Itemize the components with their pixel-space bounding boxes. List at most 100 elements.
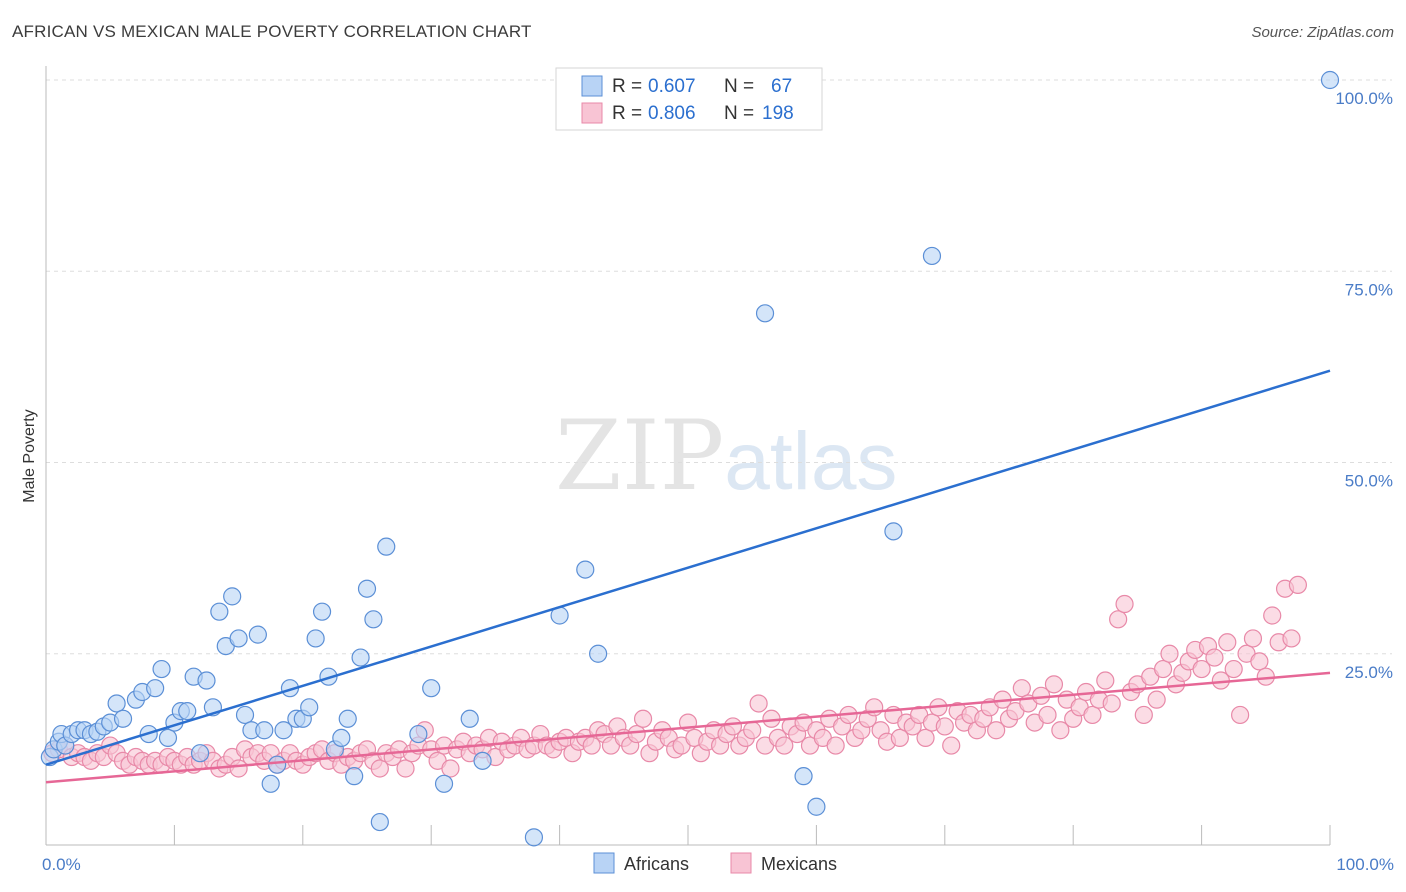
africans-point-63 [755,304,775,323]
africans-point-65 [807,797,826,816]
legend-r-mexicans: 0.806 [648,103,696,124]
legend-r-label-mexicans: R = [612,103,642,124]
legend-bottom-swatch-africans [593,852,615,874]
watermark: ZIPatlas [555,400,897,512]
africans-point-25 [197,671,216,690]
mexicans-point-92 [633,709,653,728]
mexicans-point-84 [582,736,601,755]
series-africans-points [40,70,1340,847]
legend-series: Africans Mexicans [593,852,837,874]
africans-point-51 [364,610,383,629]
grid [46,79,1392,655]
watermark-zip: ZIP [555,400,725,512]
y-axis-label: Male Poverty [21,409,38,502]
y-tick-label-2: 75.0% [1345,280,1393,299]
mexicans-point-122 [826,736,845,755]
mexicans-point-166 [1109,610,1128,629]
africans-point-68 [1320,70,1340,90]
legend-bottom-mexicans: Mexicans [761,854,837,874]
mexicans-point-167 [1115,594,1134,614]
africans-point-35 [261,774,280,793]
mexicans-point-156 [1044,675,1064,694]
chart-title: AFRICAN VS MEXICAN MALE POVERTY CORRELAT… [12,22,532,41]
africans-point-31 [235,705,255,725]
mexicans-point-194 [1288,575,1308,595]
africans-point-48 [345,767,364,786]
africans-point-41 [300,698,319,717]
mexicans-point-190 [1263,606,1282,625]
mexicans-point-136 [916,728,935,748]
legend-n-label-mexicans: N = [724,103,754,124]
source-label: Source: ZipAtlas.com [1251,24,1394,41]
series-mexicans-points [43,575,1308,778]
africans-point-57 [460,709,479,728]
africans-point-17 [146,679,165,698]
africans-point-27 [210,602,229,621]
mexicans-point-109 [743,721,762,740]
y-tick-label-1: 50.0% [1345,472,1393,491]
y-tick-label-3: 100.0% [1335,89,1393,108]
africans-point-19 [158,728,178,748]
africans-point-24 [190,744,210,763]
mexicans-point-173 [1153,659,1173,679]
africans-point-22 [178,702,197,721]
africans-point-64 [794,767,813,786]
legend-stats: R = 0.607 N = 67 R = 0.806 N = 198 [555,67,823,131]
mexicans-point-184 [1224,659,1243,679]
mexicans-point-114 [775,736,794,755]
africans-point-59 [524,828,544,847]
africans-point-55 [422,679,441,698]
mexicans-point-151 [1012,679,1031,698]
mexicans-point-62 [441,759,460,778]
africans-point-62 [589,644,608,663]
mexicans-point-157 [1051,721,1070,740]
mexicans-point-193 [1282,629,1301,648]
mexicans-point-132 [890,728,909,748]
africans-point-56 [434,774,454,793]
mexicans-point-165 [1102,694,1121,713]
africans-point-54 [409,724,428,744]
mexicans-point-162 [1083,705,1102,725]
africans-point-13 [113,709,133,728]
mexicans-point-147 [987,721,1006,740]
tick-labels: 25.0% 50.0% 75.0% 100.0% 0.0% 100.0% [42,89,1394,874]
mexicans-point-155 [1038,705,1057,725]
y-tick-label-0: 25.0% [1345,663,1393,682]
x-tick-label-0: 0.0% [42,855,81,874]
legend-bottom-swatch-mexicans [730,852,752,874]
africans-point-30 [229,629,248,648]
africans-point-47 [338,709,357,728]
mexicans-point-55 [396,759,415,778]
mexicans-point-170 [1134,705,1153,725]
africans-point-36 [268,755,287,774]
trend-lines [45,369,1331,784]
africans-point-67 [922,246,942,266]
mexicans-point-172 [1147,690,1166,709]
africans-point-52 [370,812,389,832]
legend-swatch-africans [581,75,603,97]
mexicans-point-164 [1096,671,1115,690]
africans-point-29 [223,587,242,606]
mexicans-point-110 [749,694,768,713]
africans-point-18 [152,659,171,679]
legend-n-label-africans: N = [724,76,754,97]
africans-point-53 [377,537,396,556]
watermark-atlas: atlas [724,416,898,507]
africans-point-12 [107,694,126,713]
mexicans-point-179 [1192,659,1211,679]
africans-point-58 [473,751,492,770]
africans-point-37 [274,721,293,740]
africans-point-46 [332,728,351,748]
legend-r-label-africans: R = [612,76,642,97]
mexicans-point-188 [1250,652,1269,671]
mexicans-point-51 [370,759,389,778]
mexicans-point-183 [1218,633,1237,652]
mexicans-point-181 [1205,648,1224,667]
legend-n-mexicans: 198 [762,103,794,124]
africans-point-66 [884,522,903,541]
axes [45,66,1331,846]
mexicans-point-185 [1231,705,1250,725]
mexicans-trend-line [45,671,1331,784]
africans-point-42 [306,629,325,648]
